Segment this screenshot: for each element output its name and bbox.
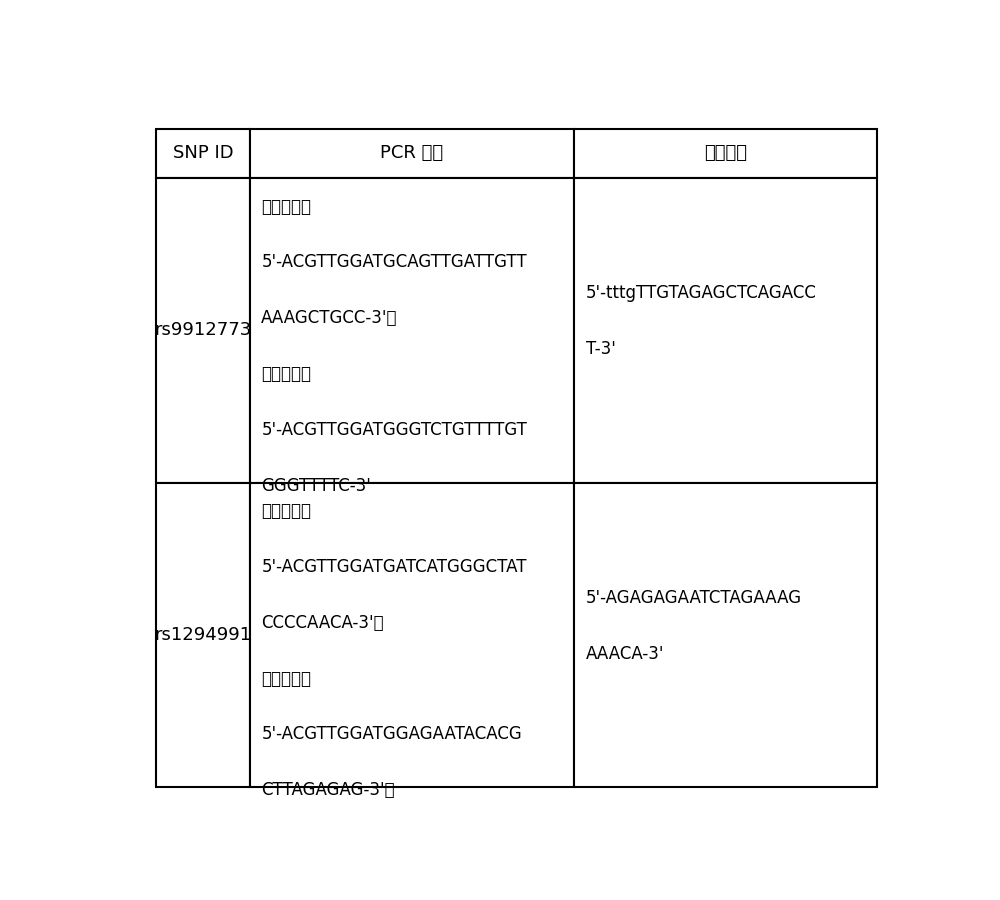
Text: 5'-AGAGAGAATCTAGAAAG: 5'-AGAGAGAATCTAGAAAG — [586, 589, 802, 607]
Text: 反向引物：: 反向引物： — [261, 365, 311, 383]
Text: PCR 引物: PCR 引物 — [380, 145, 443, 163]
Bar — [250, 482, 574, 788]
Text: AAACA-3': AAACA-3' — [586, 644, 664, 662]
Bar — [574, 482, 877, 788]
Text: 5'-ACGTTGGATGATCATGGGCTAT: 5'-ACGTTGGATGATCATGGGCTAT — [261, 558, 527, 576]
Text: 5'-ACGTTGGATGCAGTTGATTGTT: 5'-ACGTTGGATGCAGTTGATTGTT — [261, 254, 527, 272]
Text: AAAGCTGCC-3'；: AAAGCTGCC-3'； — [261, 310, 398, 328]
Bar — [574, 178, 877, 482]
Bar — [156, 482, 250, 788]
Text: 延伸引物: 延伸引物 — [704, 145, 747, 163]
Text: 5'-ACGTTGGATGGGTCTGTTTTGT: 5'-ACGTTGGATGGGTCTGTTTTGT — [261, 421, 527, 439]
Text: rs1294991: rs1294991 — [154, 626, 251, 644]
Bar — [250, 178, 574, 482]
Bar — [156, 129, 250, 178]
Bar — [250, 129, 574, 178]
Text: 5'-tttgTTGTAGAGCTCAGACC: 5'-tttgTTGTAGAGCTCAGACC — [586, 284, 817, 302]
Text: T-3': T-3' — [586, 340, 616, 358]
Text: GGGTTTTC-3': GGGTTTTC-3' — [261, 477, 371, 495]
Text: rs9912773: rs9912773 — [154, 321, 251, 339]
Text: CCCCAACA-3'；: CCCCAACA-3'； — [261, 614, 384, 632]
Text: 反向引物：: 反向引物： — [261, 670, 311, 688]
Text: SNP ID: SNP ID — [173, 145, 233, 163]
Text: 5'-ACGTTGGATGGAGAATACACG: 5'-ACGTTGGATGGAGAATACACG — [261, 725, 522, 743]
Bar — [156, 178, 250, 482]
Text: CTTAGAGAG-3'。: CTTAGAGAG-3'。 — [261, 781, 395, 799]
Text: 正向引物：: 正向引物： — [261, 502, 311, 520]
Text: 正向引物：: 正向引物： — [261, 198, 311, 216]
Bar — [574, 129, 877, 178]
